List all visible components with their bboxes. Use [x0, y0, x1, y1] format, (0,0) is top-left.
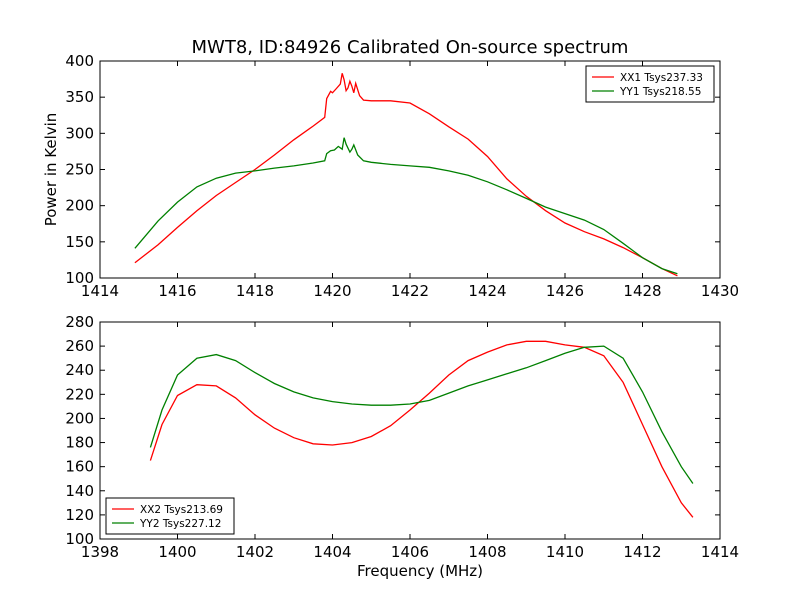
legend-entry: YY1 Tsys218.55 — [619, 86, 701, 98]
y-tick-label: 150 — [65, 233, 94, 251]
x-tick-label: 1422 — [391, 282, 429, 300]
y-tick-label: 250 — [65, 161, 94, 179]
x-tick-label: 1416 — [158, 282, 196, 300]
y-tick-label: 100 — [65, 269, 94, 287]
y-tick-label: 100 — [65, 530, 94, 548]
y-tick-label: 160 — [65, 458, 94, 476]
legend-entry: YY2 Tsys227.12 — [139, 518, 221, 530]
x-tick-label: 1402 — [236, 543, 274, 561]
series-line-yy2 — [149, 345, 694, 484]
y-axis-label: Power in Kelvin — [42, 113, 60, 227]
legend: XX1 Tsys237.33 YY1 Tsys218.55 — [585, 65, 715, 103]
x-tick-label: 1406 — [391, 543, 429, 561]
y-tick-label: 140 — [65, 482, 94, 500]
y-tick-label: 400 — [65, 52, 94, 70]
x-tick-label: 1398 — [81, 543, 119, 561]
series-line-xx2 — [149, 340, 694, 518]
x-tick-label: 1420 — [313, 282, 351, 300]
y-tick-label: 260 — [65, 337, 94, 355]
x-tick-label: 1412 — [623, 543, 661, 561]
legend-entry: XX1 Tsys237.33 — [620, 72, 703, 84]
y-tick-label: 280 — [65, 313, 94, 331]
x-tick-label: 1410 — [546, 543, 584, 561]
legend-box — [585, 65, 715, 103]
y-tick-label: 200 — [65, 197, 94, 215]
y-tick-label: 240 — [65, 361, 94, 379]
y-tick-label: 120 — [65, 506, 94, 524]
x-tick-label: 1414 — [701, 543, 739, 561]
y-tick-label: 220 — [65, 385, 94, 403]
series-line-xx1 — [134, 73, 678, 277]
x-tick-label: 1424 — [468, 282, 506, 300]
series-line-yy1 — [134, 137, 678, 275]
legend-entry: XX2 Tsys213.69 — [140, 504, 223, 516]
x-tick-label: 1430 — [701, 282, 739, 300]
x-axis-label: Frequency (MHz) — [357, 562, 483, 580]
x-tick-label: 1400 — [158, 543, 196, 561]
x-tick-label: 1408 — [468, 543, 506, 561]
legend: XX2 Tsys213.69 YY2 Tsys227.12 — [105, 497, 235, 535]
x-tick-label: 1426 — [546, 282, 584, 300]
x-tick-label: 1428 — [623, 282, 661, 300]
y-tick-label: 300 — [65, 124, 94, 142]
legend-box — [105, 497, 235, 535]
y-tick-label: 200 — [65, 409, 94, 427]
top-plot: 1414 1416 1418 1420 1422 1424 1426 1428 1430 100 1… — [42, 52, 739, 300]
x-tick-label: 1404 — [313, 543, 351, 561]
y-tick-label: 180 — [65, 434, 94, 452]
y-tick-label: 350 — [65, 88, 94, 106]
bottom-plot: 1398 1400 1402 1404 1406 1408 1410 1412 1414 100 1… — [65, 313, 739, 580]
figure-title: MWT8, ID:84926 Calibrated On-source spec… — [192, 37, 629, 58]
x-tick-label: 1414 — [81, 282, 119, 300]
x-tick-label: 1418 — [236, 282, 274, 300]
